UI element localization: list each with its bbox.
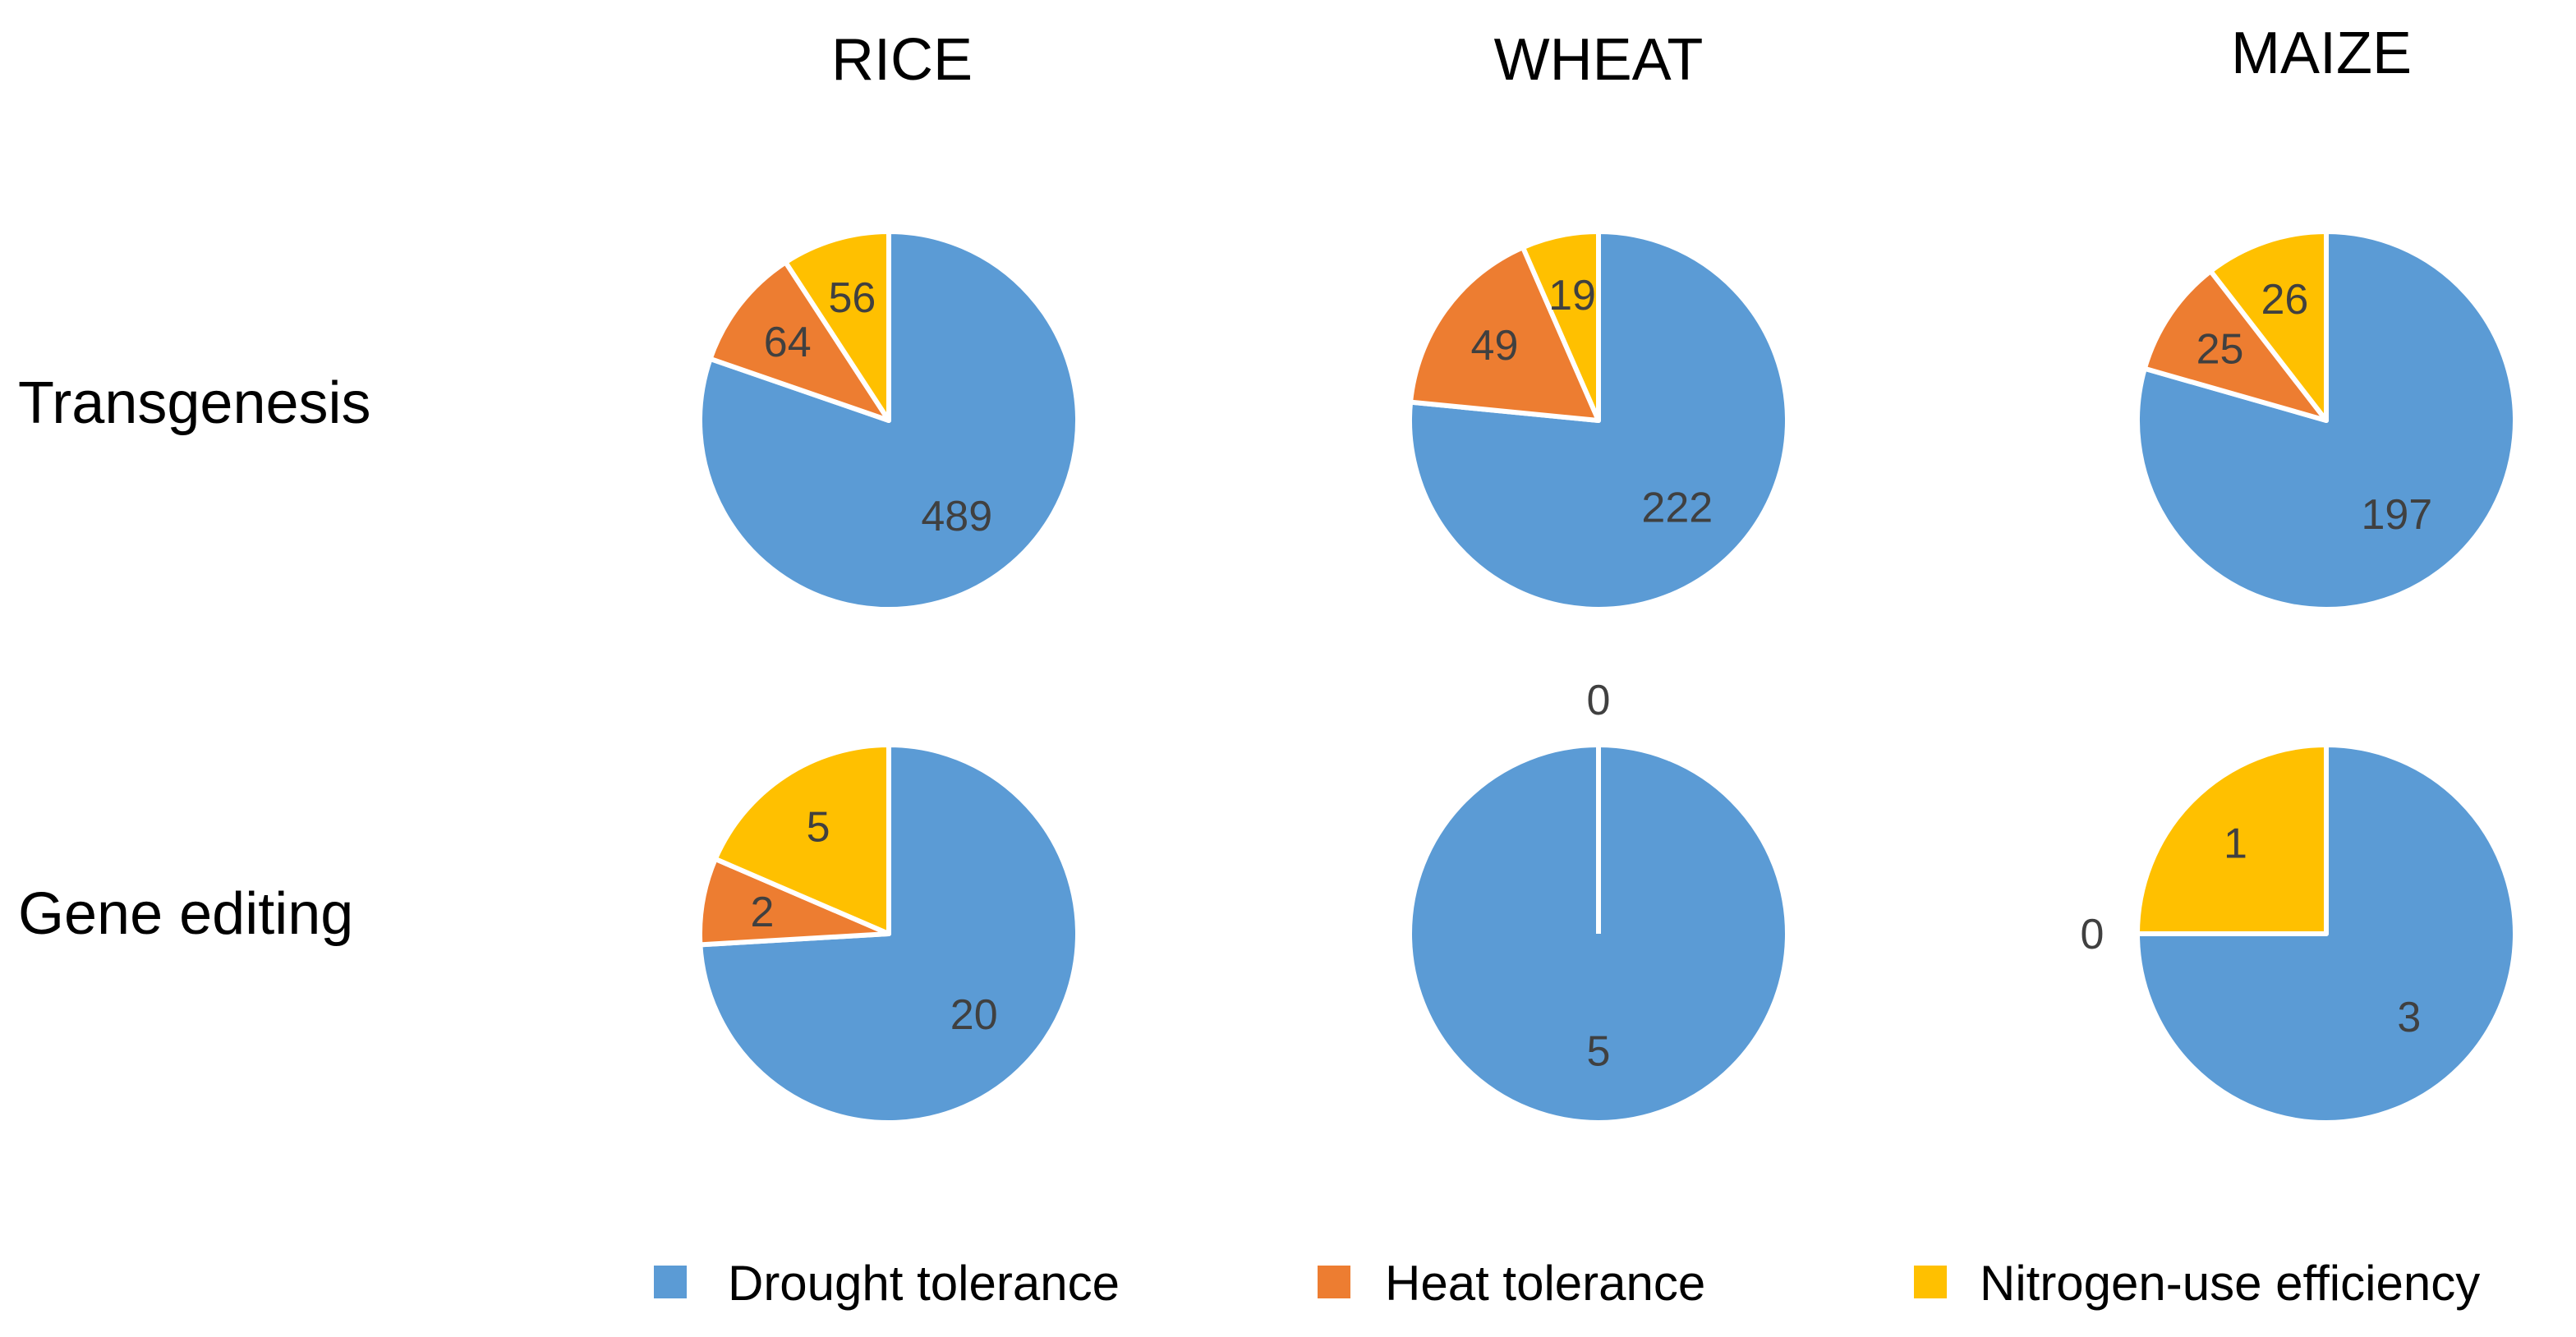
- slice-drought: [697, 229, 1080, 612]
- legend: Drought tolerance Heat tolerance Nitroge…: [654, 1256, 2480, 1311]
- data-label-nitrogen: 26: [2261, 276, 2308, 324]
- column-title-maize: MAIZE: [2231, 21, 2412, 86]
- data-label-heat: 0: [1587, 677, 1611, 724]
- column-title-wheat: WHEAT: [1494, 27, 1704, 93]
- slice-drought: [2134, 229, 2518, 612]
- slice-drought: [1407, 229, 1790, 612]
- data-label-heat: 64: [764, 319, 812, 366]
- data-label-drought: 20: [950, 991, 998, 1039]
- data-label-drought: 3: [2397, 994, 2421, 1041]
- legend-label-heat: Heat tolerance: [1385, 1256, 1705, 1311]
- data-label-drought: 489: [921, 493, 992, 540]
- legend-swatch-drought: [654, 1266, 687, 1298]
- data-label-nitrogen: 56: [829, 274, 876, 322]
- data-label-heat: 0: [2081, 911, 2104, 958]
- legend-swatch-heat: [1318, 1266, 1350, 1298]
- data-label-heat: 25: [2196, 325, 2244, 373]
- slice-nitrogen: [2135, 742, 2329, 936]
- pie-transgenesis-wheat: 222 49 19: [1407, 229, 1790, 612]
- slice-nitrogen: [1520, 229, 1601, 423]
- row-label-gene-editing: Gene editing: [18, 881, 353, 947]
- data-label-drought: 222: [1641, 485, 1713, 532]
- row-label-transgenesis: Transgenesis: [18, 370, 371, 436]
- legend-label-drought: Drought tolerance: [728, 1256, 1120, 1311]
- legend-swatch-nitrogen: [1914, 1266, 1947, 1298]
- slice-nitrogen: [783, 229, 891, 423]
- pie-transgenesis-maize: 197 25 26: [2134, 229, 2518, 612]
- legend-label-nitrogen: Nitrogen-use efficiency: [1980, 1256, 2480, 1311]
- data-label-nitrogen: 19: [1548, 272, 1596, 319]
- pie-gene-editing-wheat: 50: [1407, 677, 1790, 1125]
- data-label-nitrogen: 5: [807, 803, 830, 851]
- slice-heat: [707, 260, 891, 423]
- slice-heat: [2141, 269, 2329, 423]
- slice-heat: [1408, 245, 1601, 423]
- data-label-drought: 5: [1587, 1028, 1611, 1076]
- pie-gene-editing-maize: 3 0 1: [2081, 742, 2518, 1125]
- slice-nitrogen: [712, 742, 891, 936]
- slice-drought: [2135, 742, 2518, 1125]
- data-label-heat: 2: [751, 889, 775, 936]
- data-label-nitrogen: 1: [2224, 820, 2247, 867]
- data-label-drought: 197: [2361, 491, 2432, 539]
- pie-transgenesis-rice: 489 64 56: [697, 229, 1080, 612]
- column-title-rice: RICE: [831, 27, 973, 93]
- slice-nitrogen: [2208, 229, 2329, 423]
- data-label-heat: 49: [1471, 322, 1519, 370]
